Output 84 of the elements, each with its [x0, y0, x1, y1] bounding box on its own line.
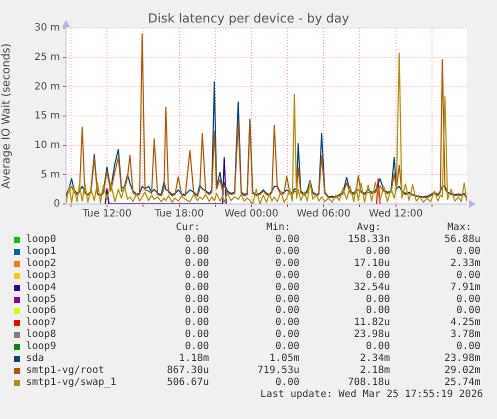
text: 0.00: [275, 234, 300, 246]
text: 0.00: [275, 282, 300, 294]
text: 867.30u: [166, 364, 209, 377]
text: 0.00: [275, 258, 300, 270]
text: 0.00: [184, 341, 209, 354]
legend-label: loop1: [26, 246, 56, 258]
y-tick-label: 15 m: [34, 110, 60, 122]
text: 0.00: [184, 246, 209, 258]
x-tick-label: Wed 06:00: [296, 208, 351, 220]
x-tick-label: Wed 12:00: [368, 208, 423, 220]
text: 25.74m: [444, 376, 480, 389]
text: Avg:: [356, 222, 381, 234]
text: 0.00: [184, 317, 209, 330]
text: 7.91m: [450, 282, 480, 294]
text: 708.18u: [348, 376, 390, 389]
text: 0.00: [366, 294, 390, 306]
legend-label: loop0: [26, 234, 56, 246]
y-tick-label: 5 m: [40, 169, 60, 180]
text: 0.00: [275, 329, 300, 342]
text: 0.00: [275, 376, 300, 389]
text: 0.00: [184, 305, 209, 318]
chart-title: Disk latency per device - by day: [148, 10, 350, 26]
x-tick-label: Tue 12:00: [82, 208, 132, 220]
text: 23.98m: [444, 353, 480, 365]
text: 2.34m: [360, 353, 390, 365]
text: 0.00: [456, 270, 480, 282]
text: 0.00: [366, 270, 390, 282]
legend-label: loop8: [26, 329, 56, 341]
text: 0.00: [275, 317, 300, 330]
text: Max:: [447, 222, 472, 234]
text: Min:: [266, 222, 290, 234]
text: 0.00: [184, 234, 209, 246]
legend-label: smtp1-vg/root: [26, 364, 104, 377]
legend-label: smtp1-vg/swap_1: [26, 376, 116, 389]
text: 0.00: [184, 258, 209, 270]
legend-label: loop7: [26, 317, 56, 329]
text: 158.33n: [348, 234, 390, 246]
text: 17.10u: [354, 258, 390, 270]
y-axis-title: Average IO Wait (seconds): [0, 43, 12, 189]
y-tick-label: 10 m: [34, 140, 60, 151]
text: 0.00: [184, 294, 209, 306]
text: 0.00: [456, 246, 480, 258]
text: 506.67u: [166, 376, 209, 389]
y-tick-label: 25 m: [34, 52, 60, 63]
text: 0.00: [456, 294, 480, 306]
text: 0.00: [184, 282, 209, 294]
legend-label: loop4: [26, 282, 56, 294]
text: 2.18m: [360, 364, 390, 377]
y-tick-label: 0: [54, 198, 60, 210]
text: 0.00: [366, 341, 390, 354]
y-tick-label: 20 m: [34, 81, 60, 92]
text: 1.05m: [269, 353, 300, 365]
text: Last update: Wed Mar 25 17:55:19 2026: [260, 388, 483, 401]
text: 0.00: [275, 305, 300, 318]
text: 32.54u: [354, 282, 390, 294]
text: 23.98u: [354, 329, 390, 342]
legend-label: loop9: [26, 341, 56, 353]
text: 2.33m: [450, 258, 480, 270]
x-tick-label: Wed 00:00: [224, 208, 278, 220]
x-tick-label: Tue 18:00: [154, 208, 204, 220]
text: 0.00: [184, 270, 209, 282]
legend-label: loop3: [26, 270, 56, 282]
text: 0.00: [275, 270, 300, 282]
text: 3.78m: [450, 329, 480, 342]
text: 29.02m: [444, 364, 480, 377]
text: 0.00: [275, 294, 300, 306]
text: 719.53u: [257, 364, 300, 377]
text: Cur:: [176, 222, 200, 234]
text: 11.82u: [354, 317, 390, 330]
text: 4.25m: [450, 317, 480, 330]
legend-label: sda: [26, 353, 44, 365]
legend-label: loop5: [26, 294, 56, 305]
legend-label: loop6: [26, 305, 56, 317]
text: 1.18m: [178, 353, 209, 365]
text: 56.88u: [444, 234, 480, 246]
text: 0.00: [275, 341, 300, 354]
y-tick-label: 30 m: [34, 22, 60, 34]
text: 0.00: [184, 329, 209, 342]
text: 0.00: [366, 305, 390, 318]
legend-label: loop2: [26, 258, 56, 270]
text: 0.00: [456, 305, 480, 318]
text: 0.00: [275, 246, 300, 258]
text: 0.00: [366, 246, 390, 258]
text: 0.00: [456, 341, 480, 354]
